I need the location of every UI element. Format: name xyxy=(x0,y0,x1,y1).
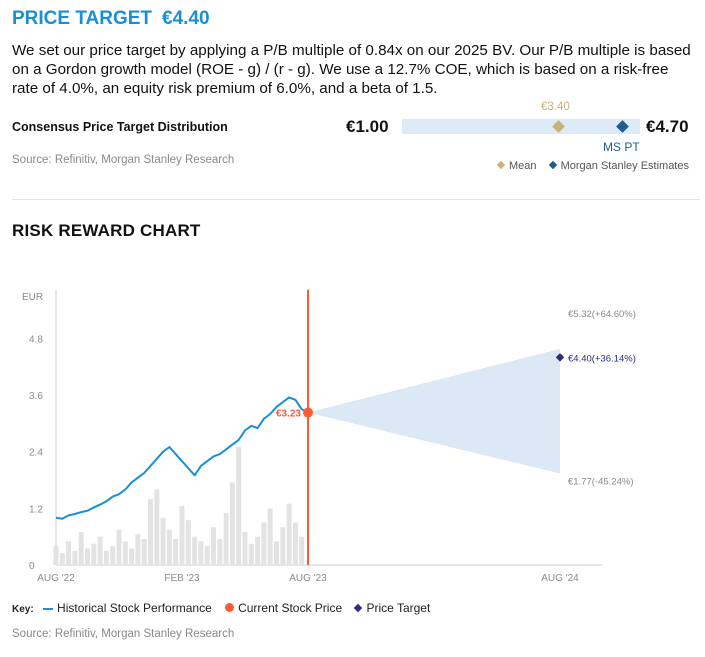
scenario-cone xyxy=(308,348,560,474)
volume-bar xyxy=(85,548,90,565)
bull-scenario-label: €5.32(+64.60%) xyxy=(568,309,636,320)
volume-bar xyxy=(185,520,191,565)
current-price-label: €3.23 xyxy=(276,409,301,420)
y-tick-label: 4.8 xyxy=(29,334,43,345)
mean-legend-diamond-icon xyxy=(496,160,506,170)
section-divider xyxy=(12,199,700,200)
y-tick-label: 1.2 xyxy=(29,504,43,515)
volume-bar xyxy=(211,527,216,565)
price-target-heading: PRICE TARGET €4.40 xyxy=(12,8,210,30)
key-current: Current Stock Price xyxy=(238,601,343,615)
consensus-low: €1.00 xyxy=(346,117,389,136)
volume-bar xyxy=(204,546,210,565)
volume-bar xyxy=(299,536,305,565)
volume-bar xyxy=(292,522,298,565)
volume-bar xyxy=(274,541,279,565)
key-target: Price Target xyxy=(366,601,431,615)
consensus-mean-value: €3.40 xyxy=(541,101,570,113)
volume-bar xyxy=(148,498,153,565)
historical-price-line xyxy=(55,396,309,520)
volume-bar xyxy=(280,527,286,565)
volume-bar xyxy=(261,522,267,565)
volume-bar xyxy=(286,503,292,565)
x-tick-label: AUG '24 xyxy=(541,573,579,584)
volume-bar xyxy=(59,553,65,565)
volume-layer xyxy=(53,447,305,565)
volume-bar xyxy=(72,550,78,565)
price-line-layer xyxy=(55,396,309,520)
chart-key: Key: Historical Stock Performance Curren… xyxy=(12,601,430,615)
volume-bar xyxy=(129,548,135,565)
grid-layer xyxy=(55,289,602,566)
ms-pt-label: MS PT xyxy=(603,140,640,154)
volume-bar xyxy=(179,506,185,565)
consensus-legend: Mean Morgan Stanley Estimates xyxy=(496,160,689,172)
price-target-value: €4.40 xyxy=(162,8,210,29)
volume-bar xyxy=(154,489,160,565)
price-target-title: PRICE TARGET xyxy=(12,8,153,29)
y-unit-label: EUR xyxy=(22,292,43,303)
bear-scenario-label: €1.77(-45.24%) xyxy=(568,476,633,487)
volume-bar xyxy=(166,529,172,565)
x-tick-label: FEB '23 xyxy=(164,573,200,584)
volume-bar xyxy=(103,550,109,565)
volume-bar xyxy=(78,531,84,565)
current-price-dot-icon xyxy=(225,603,235,613)
y-tick-label: 2.4 xyxy=(29,448,43,459)
volume-bar xyxy=(91,543,97,565)
volume-bar xyxy=(122,541,128,565)
volume-bar xyxy=(198,541,204,565)
historical-line-icon xyxy=(43,607,54,610)
cone-layer xyxy=(307,289,560,565)
volume-bar xyxy=(236,447,242,565)
volume-bar xyxy=(217,539,223,565)
consensus-source: Source: Refinitiv, Morgan Stanley Resear… xyxy=(12,154,235,166)
volume-bar xyxy=(97,536,103,565)
risk-reward-chart: EUR 0 1.2 2.4 3.6 4.8 AUG '22 FEB '23 AUG '23 AUG… xyxy=(22,289,636,584)
volume-bar xyxy=(141,539,147,565)
volume-bar xyxy=(116,529,122,565)
volume-bar xyxy=(160,517,166,565)
price-target-description: We set our price target by applying a P/… xyxy=(12,42,691,97)
base-scenario-label: €4.40(+36.14%) xyxy=(568,353,636,364)
volume-bar xyxy=(110,546,116,565)
volume-bar xyxy=(192,536,198,565)
x-tick-label: AUG '23 xyxy=(289,573,327,584)
y-tick-label: 0 xyxy=(29,561,35,572)
volume-bar xyxy=(66,541,72,565)
volume-bar xyxy=(248,543,254,565)
volume-bar xyxy=(173,539,179,565)
labels-layer: EUR 0 1.2 2.4 3.6 4.8 AUG '22 FEB '23 AUG '23 AUG… xyxy=(22,292,636,584)
key-label: Key: xyxy=(12,604,34,615)
target-diamond-icon xyxy=(354,603,363,613)
consensus-high: €4.70 xyxy=(646,117,689,136)
volume-bar xyxy=(229,482,235,565)
risk-reward-title: RISK REWARD CHART xyxy=(12,221,201,240)
volume-bar xyxy=(255,536,261,565)
legend-mean: Mean xyxy=(509,160,537,172)
chart-source: Source: Refinitiv, Morgan Stanley Resear… xyxy=(12,628,235,640)
x-tick-label: AUG '22 xyxy=(37,573,75,584)
legend-ms: Morgan Stanley Estimates xyxy=(560,160,689,172)
volume-bar xyxy=(135,534,141,565)
volume-bar xyxy=(223,513,229,565)
volume-bar xyxy=(53,546,59,565)
key-historical: Historical Stock Performance xyxy=(57,601,212,615)
ms-legend-diamond-icon xyxy=(548,160,557,170)
consensus-label: Consensus Price Target Distribution xyxy=(12,120,228,134)
current-price-dot xyxy=(303,407,313,418)
y-tick-label: 3.6 xyxy=(29,391,43,402)
volume-bar xyxy=(267,508,273,565)
volume-bar xyxy=(242,531,248,565)
consensus-range-bar xyxy=(402,119,640,134)
